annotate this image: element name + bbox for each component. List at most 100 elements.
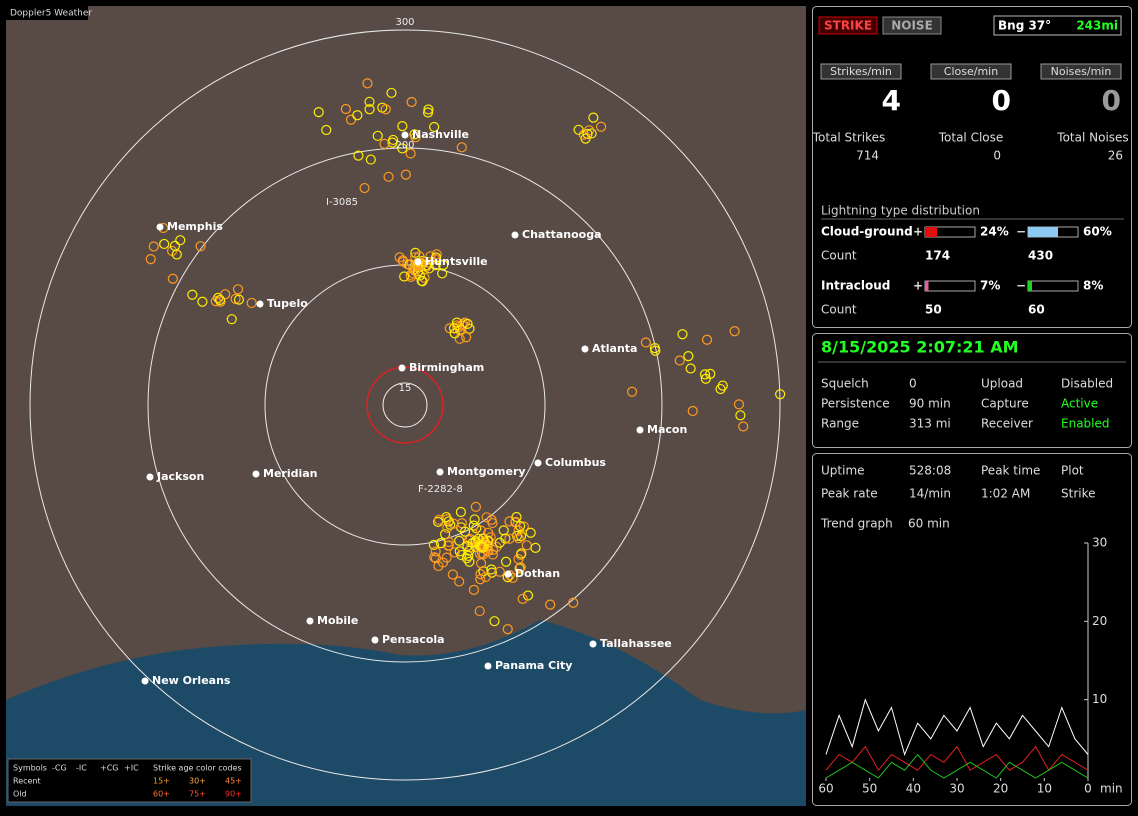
strike (502, 624, 513, 635)
strike (715, 383, 726, 395)
strike (372, 130, 383, 141)
strike (475, 569, 486, 580)
strike (477, 541, 488, 552)
city-label: Atlanta (592, 342, 637, 355)
strike (595, 121, 607, 132)
strike (687, 405, 698, 417)
strike (451, 317, 462, 328)
strike (573, 124, 584, 135)
legend-text: Old (13, 790, 27, 799)
sign: − (1016, 225, 1026, 239)
info-cell: Capture (981, 397, 1029, 411)
total-label: Total Noises (1056, 131, 1128, 145)
strike (425, 251, 436, 262)
strike (461, 553, 472, 564)
city-dot (589, 640, 597, 648)
rate-button[interactable] (1040, 63, 1122, 80)
rate-button[interactable] (820, 63, 902, 80)
strike-button[interactable] (818, 16, 878, 35)
city-label: Macon (647, 423, 687, 436)
strike (394, 252, 405, 263)
city-label: Columbus (545, 456, 606, 469)
noise-button[interactable] (882, 16, 942, 35)
strike (429, 552, 440, 563)
city-dot (252, 470, 260, 478)
total-value: 26 (1108, 149, 1123, 163)
strike (545, 599, 556, 610)
pct-label: 8% (1083, 279, 1103, 293)
city-label: Montgomery (447, 465, 526, 478)
legend-text: 90+ (225, 790, 242, 799)
trend-line (825, 698, 1089, 757)
strike (507, 572, 518, 583)
strike (380, 104, 391, 115)
info-cell: 0 (909, 377, 917, 391)
strike (487, 549, 498, 560)
legend-text: 30+ (189, 777, 206, 786)
strike (468, 584, 480, 595)
strike (449, 328, 460, 339)
strike (483, 527, 494, 538)
strike (220, 289, 231, 300)
city-dot (371, 636, 379, 644)
strike (494, 537, 505, 548)
strike (674, 355, 685, 366)
strike (210, 296, 221, 307)
noise-label[interactable]: NOISE (891, 19, 933, 33)
strike (525, 527, 536, 538)
info-cell: Receiver (981, 417, 1033, 431)
strike (489, 616, 500, 627)
strike (683, 351, 694, 362)
range-label: 15 (399, 383, 412, 394)
strike (474, 548, 486, 560)
strike (517, 593, 528, 604)
strike (187, 289, 198, 300)
city-dot (504, 570, 512, 578)
strike (463, 550, 474, 562)
strike (169, 240, 181, 251)
range-label: 200 (395, 140, 414, 151)
strike (582, 128, 593, 140)
info-cell: 90 min (909, 397, 951, 411)
legend-text: +IC (124, 764, 139, 773)
rate-button[interactable] (930, 63, 1012, 80)
strike (443, 536, 454, 548)
city-label: Jackson (156, 470, 204, 483)
strike (340, 103, 351, 115)
city-dot (141, 677, 149, 685)
strike (487, 544, 499, 555)
legend-text: -CG (52, 764, 67, 773)
strike (701, 334, 713, 345)
count-label: Count (821, 249, 857, 263)
strike-label[interactable]: STRIKE (824, 19, 872, 33)
x-unit: min (1100, 782, 1123, 796)
legend-text: +CG (100, 764, 119, 773)
city-dot (156, 223, 164, 231)
strike (443, 540, 454, 551)
sign: − (1016, 279, 1026, 293)
trend-cell: Plot (1061, 464, 1084, 478)
x-tick-label: 50 (862, 782, 877, 796)
strike (650, 345, 661, 356)
trend-cell: Peak rate (821, 487, 878, 501)
strike (454, 576, 465, 587)
pct-bar (925, 281, 929, 291)
city-label: New Orleans (152, 674, 231, 687)
city-label: Mobile (317, 614, 358, 627)
rate-value: 0 (1102, 84, 1121, 117)
rate-label: Strikes/min (830, 65, 892, 78)
legend-text: Symbols (13, 764, 47, 773)
city-dot (534, 459, 542, 467)
pct-label: 24% (980, 225, 1009, 239)
strike (458, 319, 469, 330)
pct-bar (1028, 227, 1058, 237)
rate-label: Noises/min (1051, 65, 1112, 78)
x-tick-label: 10 (1037, 782, 1052, 796)
strike (500, 556, 512, 567)
strike (430, 260, 441, 271)
x-tick-label: 30 (949, 782, 964, 796)
pct-bar (1028, 281, 1032, 291)
y-tick-label: 30 (1092, 536, 1107, 550)
strike (195, 241, 206, 252)
